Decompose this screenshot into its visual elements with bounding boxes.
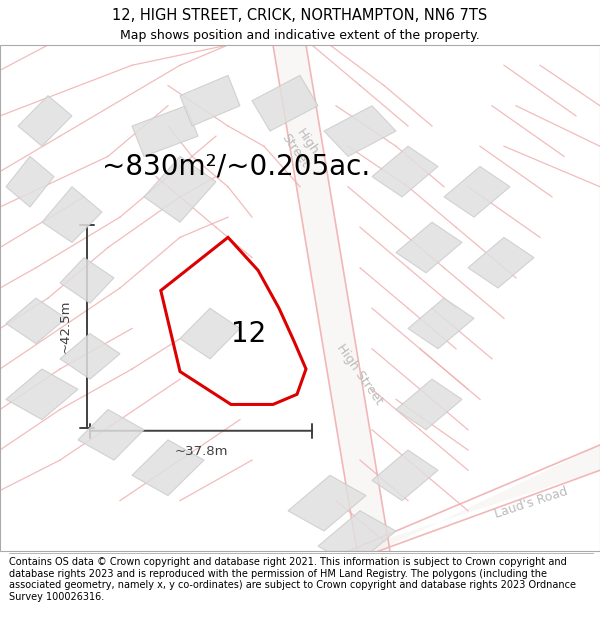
Polygon shape	[444, 166, 510, 217]
Polygon shape	[180, 308, 240, 359]
Text: ~42.5m: ~42.5m	[58, 300, 71, 353]
Polygon shape	[468, 238, 534, 288]
Polygon shape	[408, 298, 474, 349]
Polygon shape	[60, 258, 114, 303]
Polygon shape	[396, 222, 462, 272]
Polygon shape	[78, 409, 144, 460]
Polygon shape	[273, 45, 390, 551]
Polygon shape	[180, 76, 240, 126]
Polygon shape	[348, 445, 600, 551]
Polygon shape	[324, 106, 396, 156]
Text: High
Street: High Street	[279, 122, 323, 170]
Polygon shape	[6, 298, 66, 344]
Polygon shape	[288, 475, 366, 531]
Polygon shape	[42, 187, 102, 242]
Text: 12, HIGH STREET, CRICK, NORTHAMPTON, NN6 7TS: 12, HIGH STREET, CRICK, NORTHAMPTON, NN6…	[112, 8, 488, 23]
Polygon shape	[60, 334, 120, 379]
Polygon shape	[372, 146, 438, 197]
Polygon shape	[318, 511, 396, 566]
Polygon shape	[372, 450, 438, 501]
Text: High Street: High Street	[334, 341, 386, 407]
Text: ~37.8m: ~37.8m	[174, 445, 228, 458]
Polygon shape	[132, 106, 198, 156]
Polygon shape	[18, 96, 72, 146]
Text: Contains OS data © Crown copyright and database right 2021. This information is : Contains OS data © Crown copyright and d…	[9, 557, 576, 602]
Polygon shape	[132, 440, 204, 496]
Text: 12: 12	[232, 319, 266, 348]
Polygon shape	[252, 76, 318, 131]
Polygon shape	[6, 369, 78, 419]
Polygon shape	[396, 379, 462, 430]
Text: Laud's Road: Laud's Road	[493, 485, 569, 521]
Polygon shape	[6, 156, 54, 207]
Text: Map shows position and indicative extent of the property.: Map shows position and indicative extent…	[120, 29, 480, 42]
Text: ~830m²/~0.205ac.: ~830m²/~0.205ac.	[102, 152, 370, 181]
Polygon shape	[144, 156, 216, 222]
